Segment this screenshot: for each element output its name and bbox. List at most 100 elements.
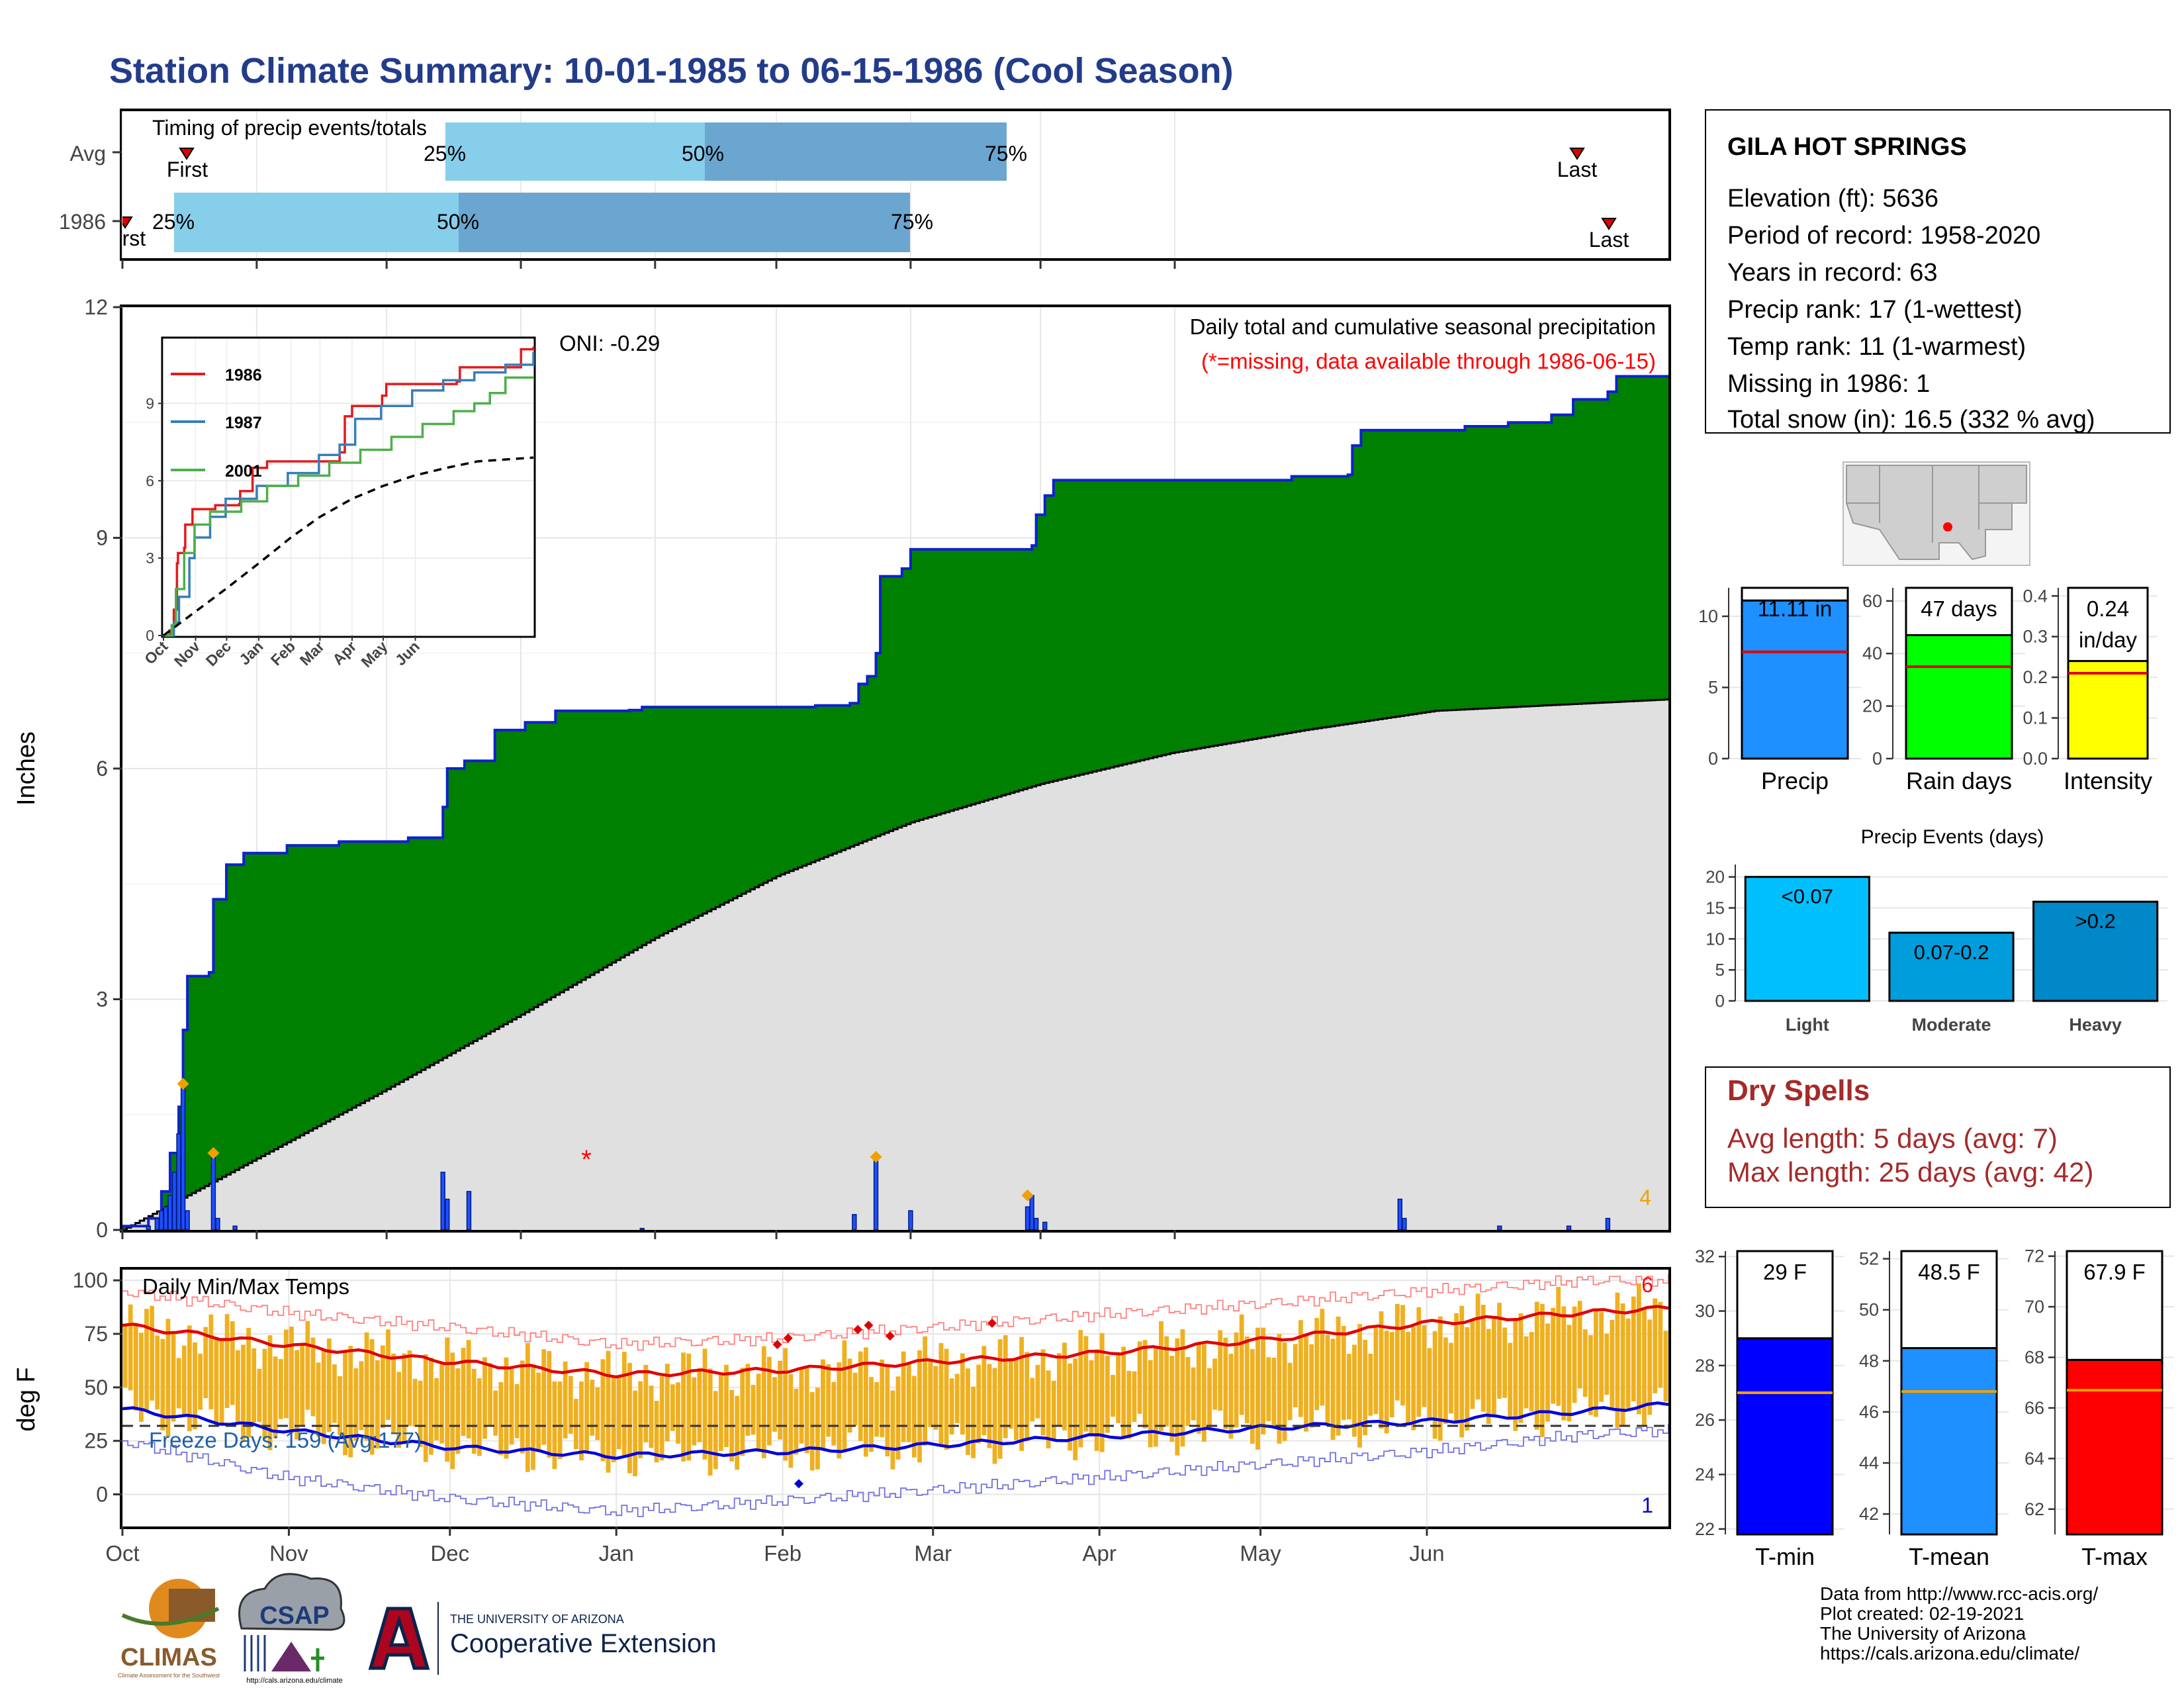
timing-avg-first-label: First — [167, 158, 208, 181]
precip-events-chart: Precip Events (days) 0 5 10 15 20 <0.07 Light 0… — [1706, 826, 2167, 1035]
climas-logo: CLIMAS Climate Assessment for the Southw… — [118, 1579, 220, 1679]
daily-temp-bar — [1486, 1329, 1491, 1425]
daily-temp-bar — [1180, 1329, 1185, 1447]
daily-temp-bar — [676, 1382, 680, 1444]
month-tick-label: Dec — [430, 1541, 469, 1566]
daily-temp-bar — [1551, 1307, 1556, 1404]
daily-temp-bar — [906, 1364, 911, 1442]
daily-temp-bar — [735, 1395, 740, 1470]
daily-precip-bar — [171, 1172, 177, 1231]
daily-temp-bar — [944, 1348, 949, 1450]
record-high-marker — [987, 1318, 997, 1328]
daily-temp-bar — [584, 1362, 590, 1451]
daily-temp-bar — [740, 1368, 745, 1456]
daily-temp-bar — [1502, 1327, 1508, 1398]
precip-y-axis-title: Inches — [13, 731, 40, 806]
daily-temp-bar — [831, 1382, 837, 1446]
timing-row-label-avg: Avg — [69, 142, 106, 165]
daily-temp-bar — [1422, 1325, 1427, 1407]
month-tick-label: Jun — [1409, 1541, 1444, 1566]
daily-temp-bar — [1615, 1292, 1620, 1429]
mini-chart-y-tick-label: 42 — [1859, 1504, 1879, 1524]
daily-temp-bar — [1239, 1314, 1244, 1415]
daily-temp-bar — [251, 1348, 257, 1423]
timing-1986-bar-25-50 — [174, 193, 459, 252]
daily-temp-bar — [1368, 1353, 1373, 1416]
daily-temp-bar — [756, 1374, 761, 1451]
map-state-borders — [1846, 465, 2026, 543]
daily-temp-bar — [1169, 1356, 1175, 1442]
average-cumulative-line — [122, 698, 1670, 1231]
daily-temp-bar — [1620, 1303, 1625, 1427]
daily-temp-bar — [1594, 1310, 1598, 1417]
inset-legend-1986: 1986 — [225, 366, 262, 385]
precip-chart-title: Daily total and cumulative seasonal prec… — [1190, 314, 1656, 339]
daily-temp-bar — [1304, 1335, 1308, 1432]
daily-temp-bar — [1518, 1313, 1524, 1423]
daily-temp-bar — [471, 1368, 477, 1454]
ua-logo-big-text: Cooperative Extension — [450, 1629, 716, 1658]
daily-temp-bar — [1411, 1327, 1416, 1430]
daily-temp-bar — [198, 1353, 203, 1410]
daily-temp-bar — [1363, 1339, 1368, 1436]
daily-temp-bar — [1470, 1319, 1475, 1409]
precip-y-tick-label: 9 — [96, 526, 108, 550]
temp-y-axis-title: deg F — [13, 1367, 40, 1431]
daily-temp-bar — [1610, 1319, 1615, 1410]
daily-precip-bar — [180, 1087, 186, 1231]
daily-temp-bar — [1223, 1337, 1228, 1429]
daily-temp-bar — [1432, 1331, 1437, 1439]
inset-legend: 1986 1987 2001 — [171, 366, 262, 481]
daily-temp-bar — [176, 1358, 181, 1409]
temp-chart-title: Daily Min/Max Temps — [142, 1274, 349, 1299]
mini-chart-y-tick-label: 0.4 — [2023, 586, 2048, 606]
daily-temp-bar — [1255, 1327, 1260, 1450]
daily-precip-bar — [873, 1160, 879, 1231]
timing-panel: Timing of precip events/totals Avg 1986 … — [59, 109, 1671, 269]
daily-temp-bar — [541, 1349, 547, 1445]
daily-temp-bar — [332, 1364, 337, 1423]
daily-temp-bar — [1416, 1307, 1422, 1417]
daily-temp-bar — [788, 1374, 794, 1468]
csap-logo-url: http://cals.arizona.edu/climate — [246, 1677, 343, 1685]
mini-chart-y-tick-label: 66 — [2025, 1398, 2044, 1418]
mini-chart-y-tick-label: 0.2 — [2023, 667, 2048, 687]
daily-temp-bar — [794, 1388, 799, 1455]
record-high-marker — [783, 1333, 793, 1343]
daily-temp-bar — [160, 1338, 165, 1430]
station-info-frame — [1705, 109, 2171, 434]
inset-series-2001 — [163, 376, 533, 637]
daily-temp-bar — [1068, 1363, 1073, 1451]
dry-spells-box: Dry Spells Avg length: 5 days (avg: 7) M… — [1705, 1066, 2171, 1208]
timing-avg-last-marker — [1569, 148, 1585, 160]
daily-temp-bar — [1078, 1330, 1083, 1448]
footer-line-url: https://cals.arizona.edu/climate/ — [1820, 1643, 2079, 1664]
climas-logo-text: CLIMAS — [120, 1644, 217, 1671]
daily-temp-bar — [1556, 1287, 1561, 1406]
mini-chart-y-tick-label: 32 — [1695, 1246, 1715, 1266]
daily-precip-bar — [1605, 1217, 1611, 1231]
daily-temp-bar — [1545, 1323, 1550, 1422]
daily-temp-bar — [283, 1329, 289, 1419]
daily-temp-bar — [595, 1387, 600, 1440]
daily-temp-bar — [1051, 1380, 1056, 1440]
daily-temp-bar — [214, 1336, 219, 1426]
timing-1986-first-marker — [122, 216, 133, 229]
mini-chart-y-tick-label: 20 — [1862, 696, 1882, 716]
mini-chart-y-tick-label: 68 — [2025, 1348, 2044, 1368]
daily-temp-bar — [590, 1380, 595, 1436]
daily-temp-bar — [1201, 1344, 1206, 1442]
timing-avg-p25: 25% — [424, 142, 466, 165]
daily-temp-bar — [1083, 1336, 1089, 1432]
daily-temp-bar — [402, 1353, 407, 1442]
daily-temp-bar — [664, 1364, 670, 1442]
daily-temp-bar — [917, 1350, 922, 1463]
month-tick-label: Apr — [1083, 1541, 1116, 1566]
daily-temp-bar — [257, 1368, 262, 1423]
daily-precip-bar — [185, 1210, 190, 1231]
mini-chart-y-tick-label: 22 — [1695, 1519, 1715, 1539]
daily-temp-bar — [863, 1347, 868, 1457]
daily-temp-bar — [375, 1360, 380, 1449]
daily-precip-bar — [1402, 1217, 1407, 1231]
daily-temp-bar — [428, 1357, 433, 1455]
